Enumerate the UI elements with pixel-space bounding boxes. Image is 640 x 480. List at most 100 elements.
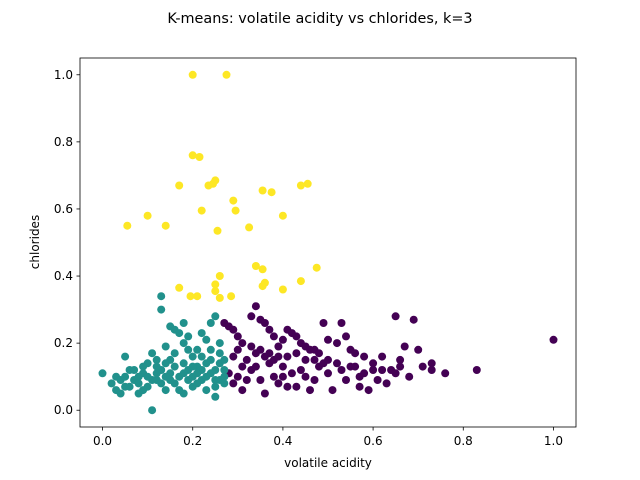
cluster-0-point <box>251 362 260 371</box>
cluster-0-point <box>324 335 332 344</box>
cluster-1-point <box>157 305 166 314</box>
cluster-1-point <box>148 406 157 415</box>
cluster-2-point <box>296 277 305 286</box>
cluster-0-point <box>351 362 360 371</box>
y-tick-label: 0.4 <box>54 269 73 283</box>
cluster-1-point <box>197 352 206 361</box>
cluster-0-point <box>405 372 414 381</box>
cluster-1-point <box>139 386 148 395</box>
cluster-0-point <box>301 372 310 381</box>
cluster-1-point <box>134 372 143 381</box>
cluster-0-point <box>292 382 301 391</box>
cluster-1-point <box>211 366 220 374</box>
cluster-0-point <box>283 352 292 361</box>
cluster-1-point <box>206 319 215 327</box>
cluster-1-point <box>184 332 193 341</box>
cluster-0-point <box>360 352 369 361</box>
cluster-1-point <box>121 372 130 381</box>
cluster-2-point <box>123 221 132 230</box>
cluster-1-point <box>175 386 184 395</box>
cluster-0-point <box>333 359 341 368</box>
cluster-2-point <box>258 282 267 291</box>
cluster-0-point <box>418 362 427 371</box>
cluster-0-point <box>373 376 382 384</box>
cluster-2-point <box>258 186 267 195</box>
cluster-2-point <box>197 206 206 215</box>
cluster-1-point <box>220 366 229 374</box>
cluster-0-point <box>360 369 369 378</box>
cluster-2-point <box>175 181 184 190</box>
cluster-0-point <box>364 386 373 395</box>
cluster-1-point <box>184 376 193 384</box>
cluster-2-point <box>175 283 184 292</box>
cluster-2-point <box>211 176 220 185</box>
cluster-0-point <box>427 366 436 374</box>
y-tick-label: 0.8 <box>54 135 73 149</box>
x-axis-label: volatile acidity <box>284 456 372 470</box>
chart-title: K-means: volatile acidity vs chlorides, … <box>167 11 472 27</box>
cluster-0-point <box>256 376 265 384</box>
cluster-1-point <box>161 386 170 395</box>
cluster-0-point <box>260 389 269 398</box>
cluster-0-point <box>274 379 283 388</box>
cluster-1-point <box>143 372 152 381</box>
cluster-0-point <box>369 359 378 368</box>
cluster-0-point <box>355 382 364 391</box>
cluster-1-point <box>98 369 107 378</box>
cluster-0-point <box>269 332 278 341</box>
cluster-0-point <box>391 369 400 378</box>
cluster-0-point <box>310 376 319 384</box>
y-axis-label: chlorides <box>28 215 42 269</box>
cluster-2-point <box>231 206 240 215</box>
cluster-0-point <box>274 342 283 351</box>
cluster-1-point <box>220 355 229 364</box>
cluster-1-point <box>179 319 188 327</box>
cluster-1-point <box>211 392 220 401</box>
cluster-2-point <box>143 211 152 220</box>
cluster-1-point <box>170 349 179 358</box>
cluster-2-point <box>188 151 197 160</box>
cluster-2-point <box>278 285 287 294</box>
cluster-0-point <box>278 335 287 344</box>
cluster-1-point <box>188 352 197 361</box>
cluster-0-point <box>549 335 558 344</box>
x-ticks: 0.0 0.2 0.4 0.6 0.8 1.0 <box>93 427 563 448</box>
cluster-0-point <box>251 302 260 311</box>
cluster-2-point <box>211 287 220 296</box>
cluster-0-point <box>287 369 296 378</box>
cluster-0-point <box>233 345 242 354</box>
cluster-1-point <box>179 359 188 368</box>
cluster-1-point <box>202 386 211 395</box>
cluster-2-point <box>215 293 224 302</box>
cluster-0-point <box>351 349 360 358</box>
cluster-1-point <box>184 345 193 354</box>
cluster-2-point <box>227 292 236 301</box>
cluster-2-point <box>193 292 202 301</box>
cluster-0-point <box>247 342 256 351</box>
cluster-0-point <box>427 359 436 368</box>
cluster-0-point <box>238 362 247 371</box>
cluster-0-point <box>337 366 346 374</box>
cluster-0-point <box>265 325 274 334</box>
cluster-0-point <box>333 339 341 348</box>
cluster-0-point <box>396 362 405 371</box>
cluster-2-point <box>211 280 220 289</box>
cluster-0-point <box>265 349 274 358</box>
cluster-0-point <box>274 352 283 361</box>
y-tick-label: 0.6 <box>54 202 73 216</box>
cluster-1-point <box>211 382 220 391</box>
x-tick-label: 0.4 <box>273 434 292 448</box>
cluster-1-point <box>107 379 116 388</box>
cluster-2-point <box>296 181 305 190</box>
cluster-2-point <box>213 226 222 235</box>
cluster-1-point <box>206 345 215 354</box>
cluster-0-point <box>278 362 287 371</box>
cluster-2-point <box>258 265 267 274</box>
cluster-0-point <box>296 366 305 374</box>
cluster-2-point <box>245 223 254 232</box>
cluster-1-point <box>152 369 161 378</box>
cluster-1-point <box>161 359 170 368</box>
cluster-0-point <box>283 382 292 391</box>
cluster-0-point <box>292 332 301 341</box>
